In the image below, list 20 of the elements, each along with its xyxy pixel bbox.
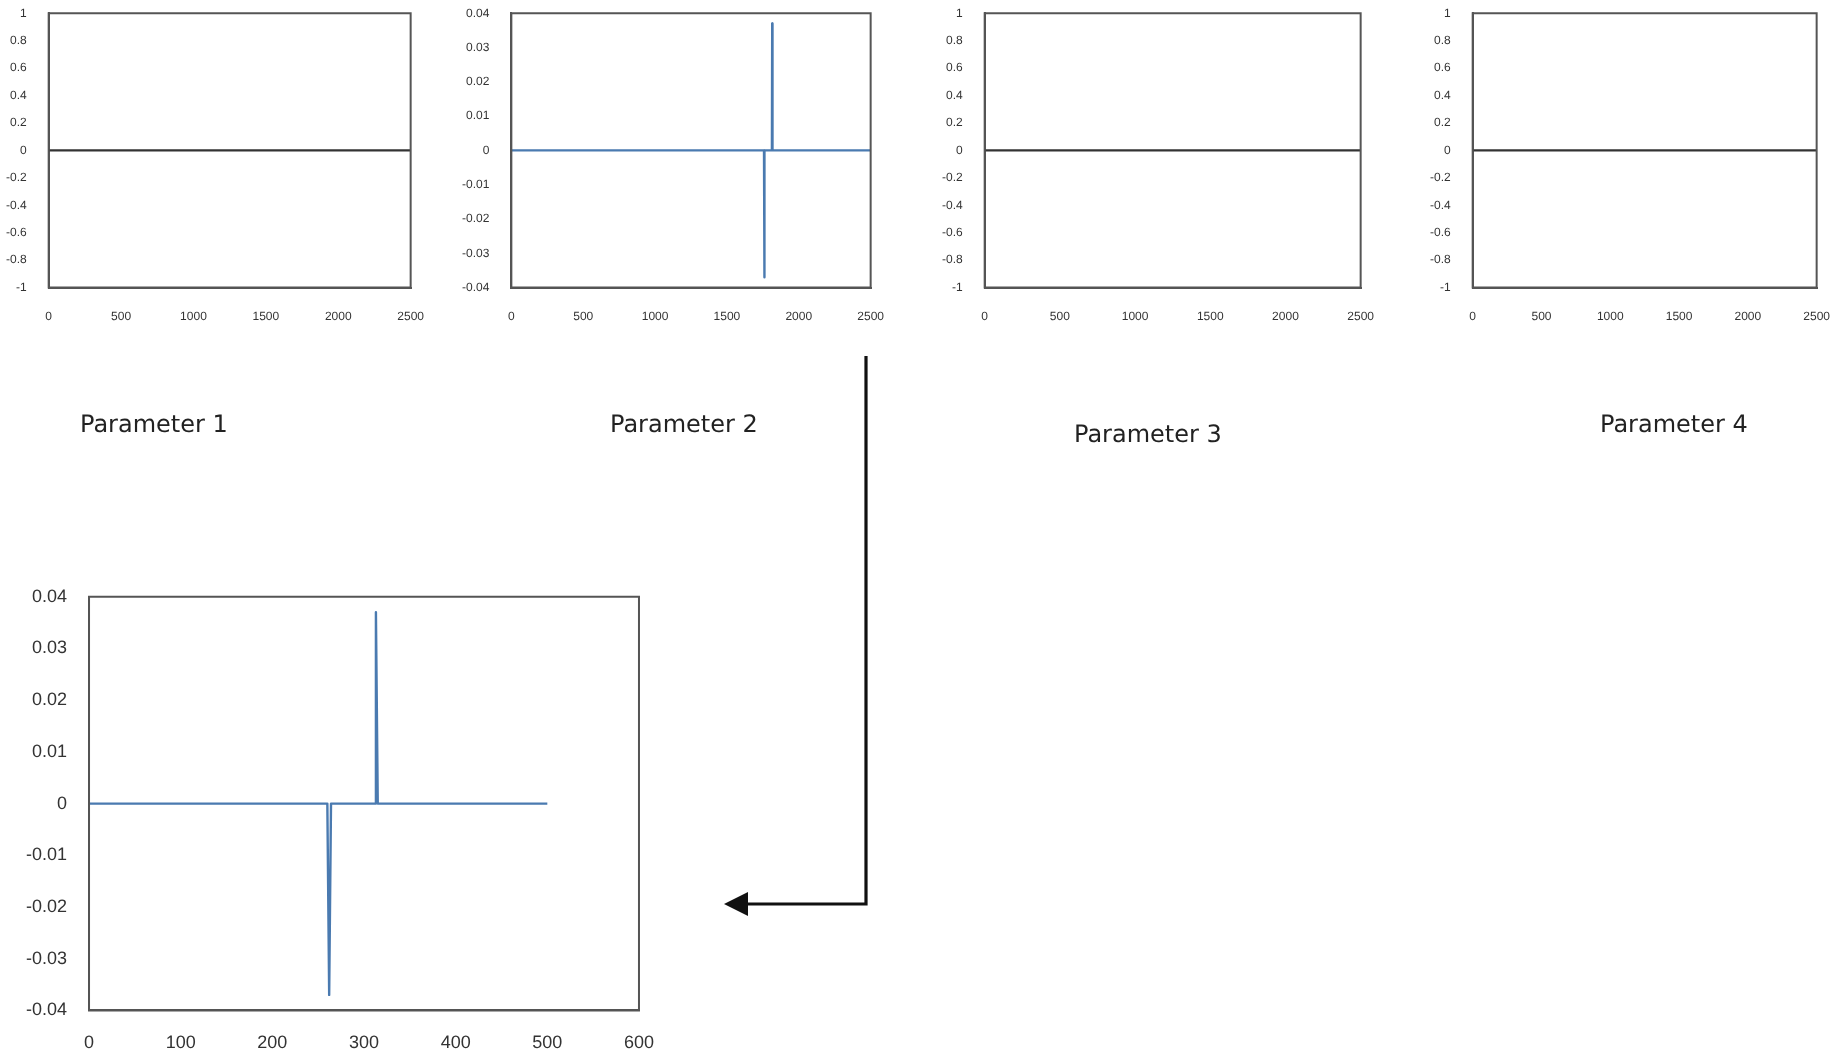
y-tick-label: -0.03 [26, 947, 68, 968]
text: Parameter 3 [1074, 420, 1222, 448]
x-tick-label: 500 [532, 1032, 563, 1053]
y-tick-label: 0 [57, 792, 68, 813]
x-tick-label: 600 [623, 1032, 655, 1053]
y-tick-label: 0.02 [31, 689, 68, 710]
x-tick-label: 0 [84, 1032, 95, 1053]
x-tick-label: 300 [348, 1032, 380, 1053]
x-tick-label: 200 [257, 1032, 288, 1053]
text: Parameter 1 [80, 410, 228, 438]
text: Parameter 4 [1600, 410, 1748, 438]
text: Parameter 2 [610, 410, 758, 438]
x-tick-label: 100 [165, 1032, 196, 1053]
x-tick-label: 400 [440, 1032, 471, 1053]
y-tick-label: 0.01 [31, 740, 68, 761]
y-tick-label: -0.02 [26, 895, 68, 916]
y-tick-label: -0.04 [26, 999, 68, 1020]
y-tick-label: -0.01 [26, 844, 68, 865]
y-tick-label: 0.03 [31, 637, 68, 658]
y-tick-label: 0.04 [31, 585, 68, 606]
